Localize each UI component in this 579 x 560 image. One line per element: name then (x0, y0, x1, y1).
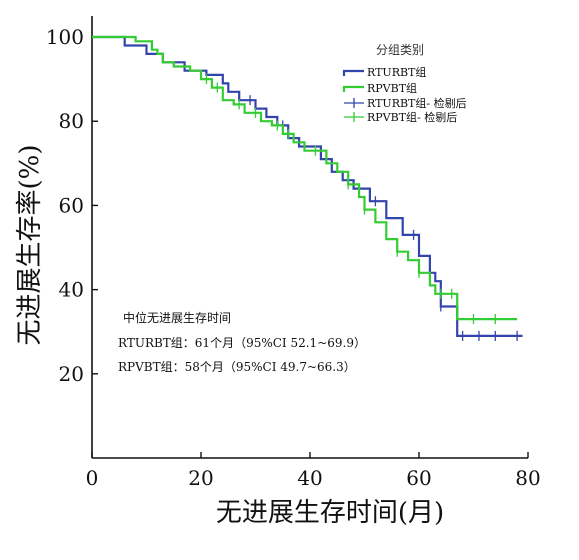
axes: 20 40 60 80 100 0 20 40 60 80 (46, 16, 541, 490)
y-axis-label: 无进展生存率(%) (15, 145, 45, 346)
series-line-rpvbt (92, 35, 518, 321)
legend-entry-rturbt-censored: RTURBT组- 检剔后 (344, 96, 467, 110)
x-axis-label: 无进展生存时间(月) (216, 498, 444, 528)
y-tick-label: 40 (59, 278, 84, 302)
series-layer (92, 35, 523, 341)
legend-entry-rpvbt: RPVBT组 (342, 81, 417, 95)
annotation-title: 中位无进展生存时间 (123, 310, 231, 325)
y-tick-label: 80 (59, 109, 84, 133)
legend-swatch-rturbt (342, 69, 364, 76)
legend-swatch-rpvbt (342, 85, 364, 92)
y-tick-label: 100 (46, 25, 84, 49)
legend-label-rpvbt-censored: RPVBT组- 检剔后 (367, 110, 457, 124)
x-tick-label: 0 (86, 466, 99, 490)
series-line-rturbt (92, 35, 523, 337)
legend-label-rpvbt: RPVBT组 (367, 81, 417, 95)
median-annotation: 中位无进展生存时间 RTURBT组：61个月（95%CI 52.1~69.9） … (118, 310, 366, 374)
x-tick-label: 40 (297, 466, 322, 490)
legend-entry-rturbt: RTURBT组 (342, 65, 426, 79)
x-tick-label: 60 (406, 466, 431, 490)
annotation-rpvbt: RPVBT组：58个月（95%CI 49.7~66.3） (118, 360, 356, 374)
legend-label-rturbt-censored: RTURBT组- 检剔后 (367, 96, 467, 110)
legend: 分组类别 RTURBT组 RPVBT组 RTURBT组- 检剔后 RPVBT组-… (342, 43, 467, 124)
legend-entry-rpvbt-censored: RPVBT组- 检剔后 (344, 110, 457, 124)
x-tick-label: 20 (188, 466, 213, 490)
annotation-rturbt: RTURBT组：61个月（95%CI 52.1~69.9） (118, 336, 366, 350)
y-tick-label: 60 (59, 193, 84, 217)
legend-title: 分组类别 (376, 43, 424, 57)
y-tick-label: 20 (59, 362, 84, 386)
x-tick-label: 80 (515, 466, 540, 490)
legend-label-rturbt: RTURBT组 (367, 65, 426, 79)
